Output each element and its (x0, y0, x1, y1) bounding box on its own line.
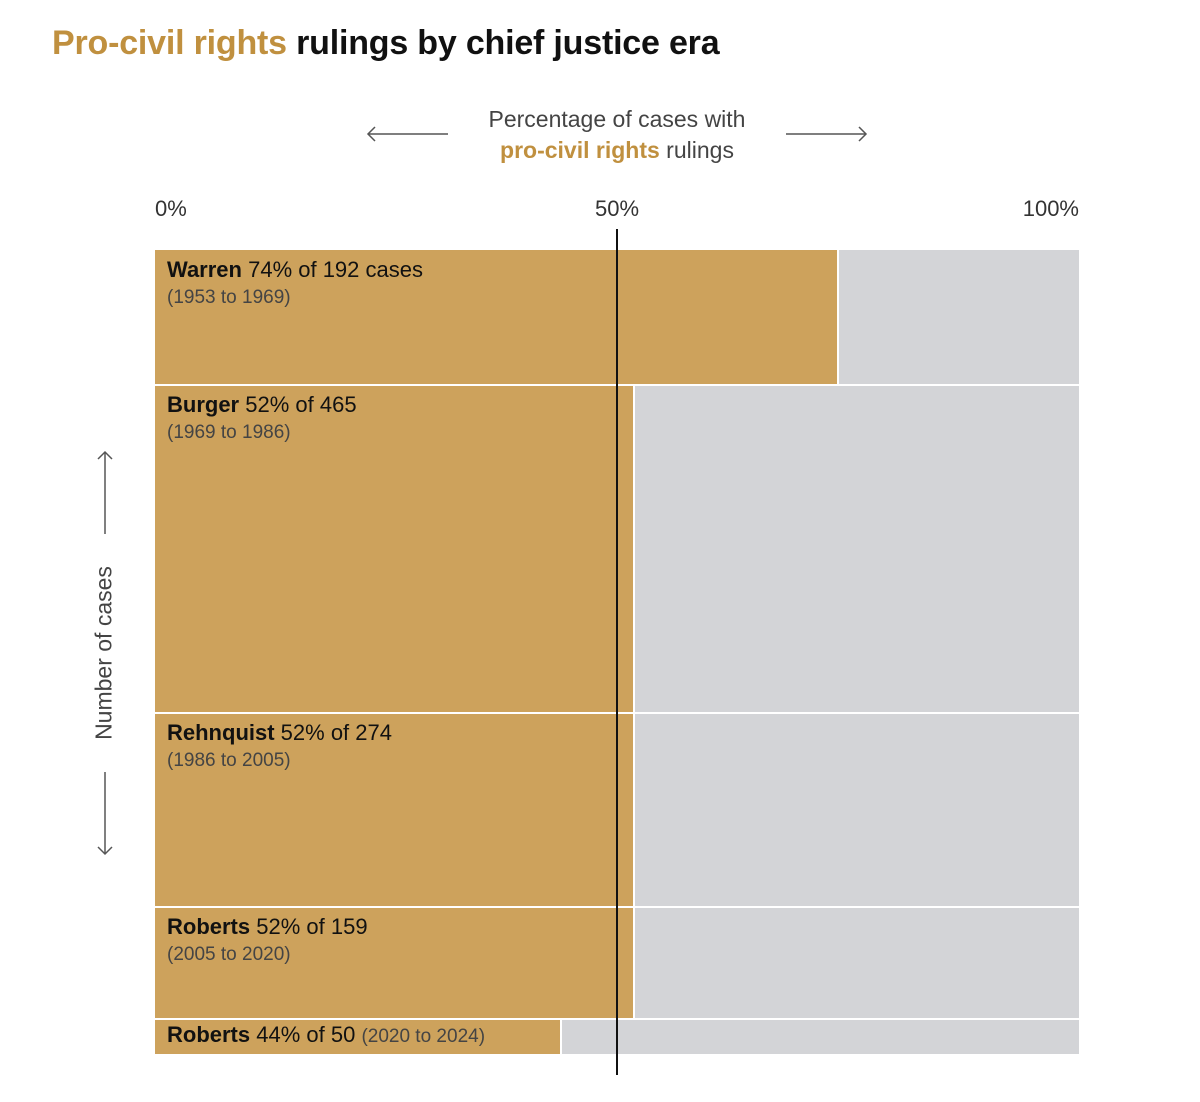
arrow-up-icon (97, 450, 113, 534)
bar-label-warren-0: Warren 74% of 192 cases (1953 to 1969) (167, 256, 423, 312)
justice-stat: 52% of 465 (239, 392, 357, 418)
x-tick-0: 0% (155, 196, 187, 221)
bar-label-roberts-4: Roberts 44% of 50 (2020 to 2024) (167, 1021, 485, 1051)
bar-fill-burger-1 (155, 385, 636, 714)
justice-stat: 44% of 50 (250, 1021, 356, 1047)
x-axis-caption-rest: rulings (659, 137, 734, 163)
arrow-down-icon (97, 772, 113, 856)
justice-years: (1986 to 2005) (167, 750, 291, 772)
bar-fill-roberts-3 (155, 906, 636, 1019)
title-rest: rulings by chief justice era (286, 24, 720, 62)
bar-label-rehnquist-2: Rehnquist 52% of 274 (1986 to 2005) (167, 719, 392, 775)
x-axis-caption-line1: Percentage of cases with (488, 106, 746, 132)
justice-stat: 74% of 192 cases (241, 257, 423, 282)
x-axis-caption-line2: pro-civil rights rulings (470, 135, 764, 166)
justice-years: (1969 to 1986) (167, 422, 291, 444)
chart-title: Pro-civil rights rulings by chief justic… (52, 24, 720, 63)
justice-stat: 52% of 159 (250, 913, 368, 939)
justice-stat: 52% of 274 (274, 720, 392, 746)
justice-name: Roberts (167, 1021, 251, 1047)
justice-years: (1953 to 1969) (167, 287, 291, 308)
justice-name: Roberts (167, 913, 251, 939)
y-axis-label: Number of cases (90, 566, 117, 740)
bar-fill-roberts-4 (155, 1018, 562, 1054)
bar-label-roberts-3: Roberts 52% of 159 (2005 to 2020) (167, 913, 368, 969)
arrow-left-icon (366, 126, 448, 142)
bar-fill-warren-0 (155, 250, 839, 386)
fifty-percent-line (616, 229, 618, 1075)
title-accent: Pro-civil rights (52, 24, 287, 62)
bar-fill-rehnquist-2 (155, 713, 636, 907)
x-axis-caption: Percentage of cases with pro-civil right… (470, 104, 764, 166)
bar-label-burger-1: Burger 52% of 465 (1969 to 1986) (167, 391, 357, 447)
arrow-right-icon (786, 126, 868, 142)
x-tick-100: 100% (1022, 196, 1079, 221)
justice-years: (2005 to 2020) (167, 943, 291, 965)
x-tick-50: 50% (594, 196, 640, 221)
justice-years: (2020 to 2024) (361, 1025, 486, 1047)
x-axis-caption-accent: pro-civil rights (500, 137, 660, 163)
justice-name: Burger (167, 392, 240, 418)
justice-name: Rehnquist (167, 720, 275, 746)
justice-name: Warren (167, 257, 242, 282)
